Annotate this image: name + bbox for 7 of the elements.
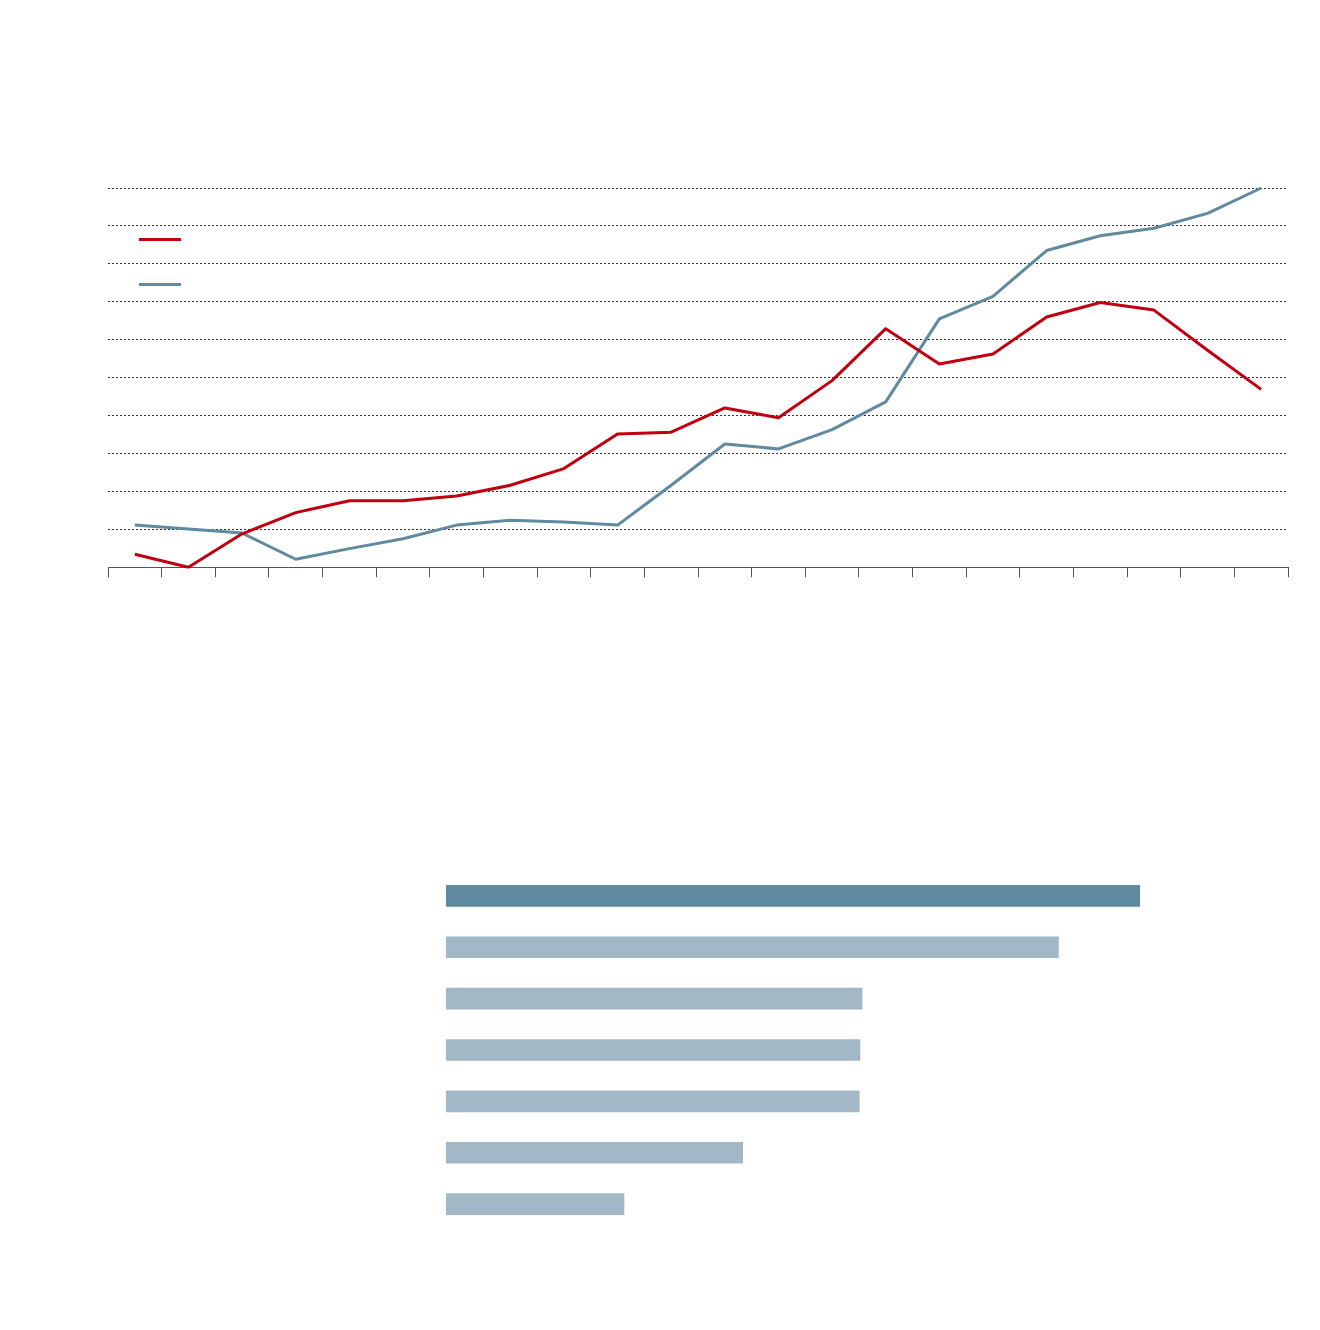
bar — [446, 936, 1059, 959]
bar — [446, 1039, 861, 1061]
bar — [446, 987, 863, 1010]
bar — [446, 885, 1140, 907]
bar — [446, 1193, 625, 1215]
bar — [446, 1141, 744, 1164]
bar — [446, 1090, 860, 1113]
